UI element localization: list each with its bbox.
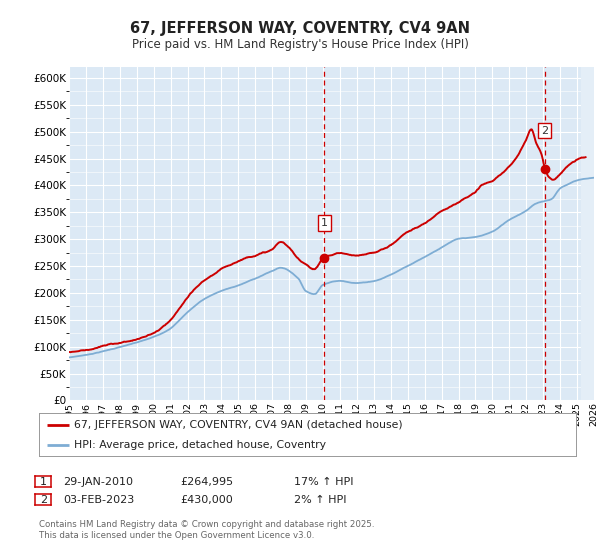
Text: 29-JAN-2010: 29-JAN-2010 [63,477,133,487]
Text: 2% ↑ HPI: 2% ↑ HPI [294,494,347,505]
Text: 67, JEFFERSON WAY, COVENTRY, CV4 9AN (detached house): 67, JEFFERSON WAY, COVENTRY, CV4 9AN (de… [74,419,403,430]
Text: 17% ↑ HPI: 17% ↑ HPI [294,477,353,487]
Text: 2: 2 [541,125,548,136]
Text: £430,000: £430,000 [180,494,233,505]
Text: £264,995: £264,995 [180,477,233,487]
Text: HPI: Average price, detached house, Coventry: HPI: Average price, detached house, Cove… [74,440,326,450]
Text: Price paid vs. HM Land Registry's House Price Index (HPI): Price paid vs. HM Land Registry's House … [131,38,469,50]
Text: 2: 2 [40,494,47,505]
Bar [581,67,600,400]
Text: 1: 1 [40,477,47,487]
Bar [581,67,600,400]
Text: 03-FEB-2023: 03-FEB-2023 [63,494,134,505]
Text: 1: 1 [321,218,328,228]
Text: Contains HM Land Registry data © Crown copyright and database right 2025.
This d: Contains HM Land Registry data © Crown c… [39,520,374,540]
Text: 67, JEFFERSON WAY, COVENTRY, CV4 9AN: 67, JEFFERSON WAY, COVENTRY, CV4 9AN [130,21,470,36]
